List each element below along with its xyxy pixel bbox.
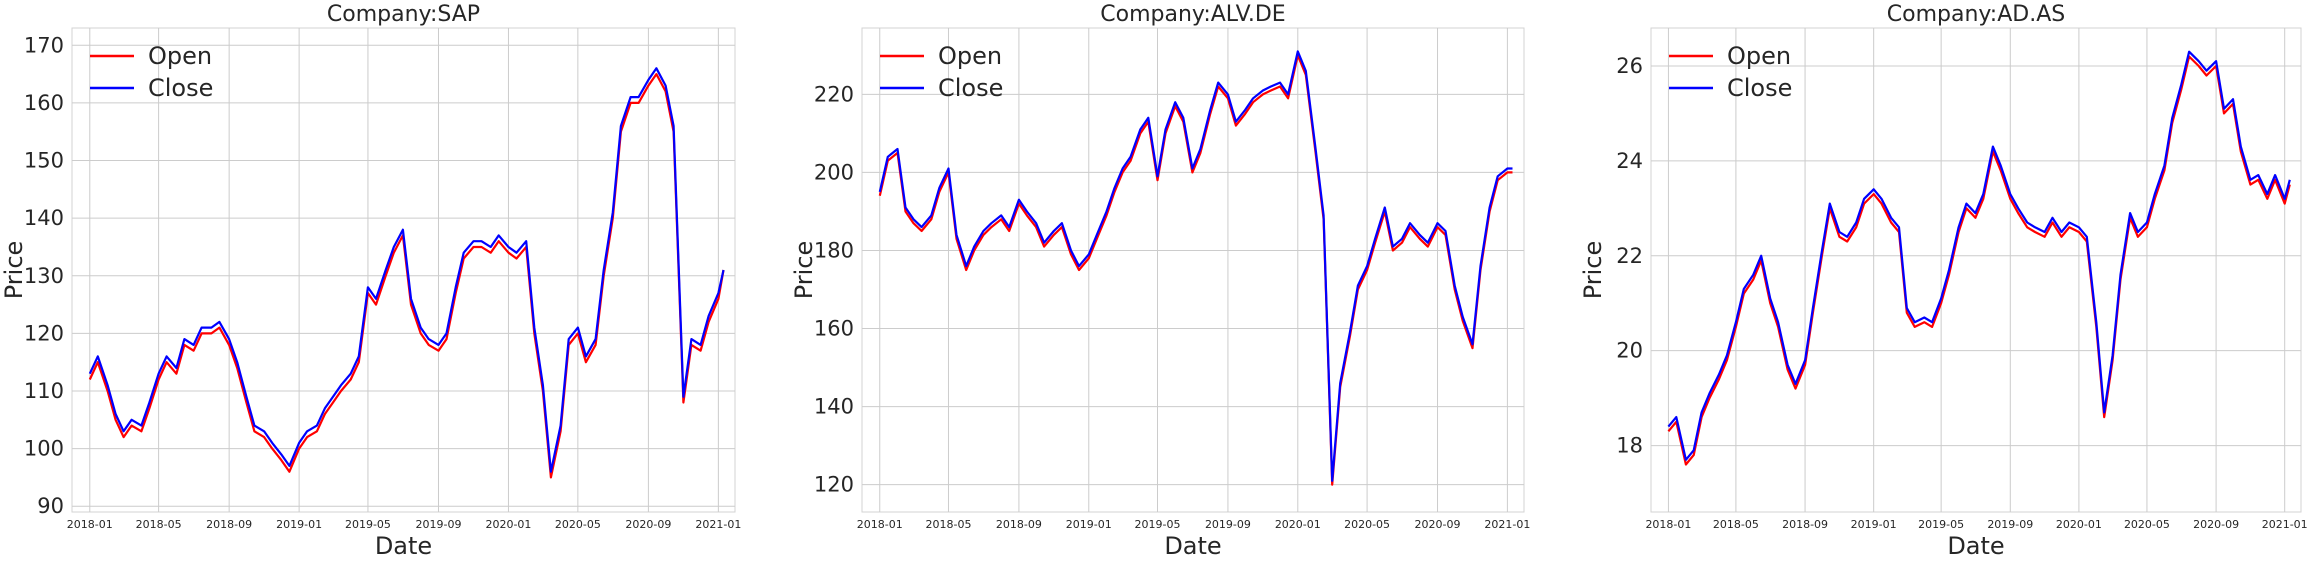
chart-panel-1: 90 100 110 120 130 140 150 160 170 2018-01 2018-05… <box>0 2 741 560</box>
legend-label-close: Close <box>938 74 1003 102</box>
chart-panel-3: 18 20 22 24 26 2018-01 2018-05 2018-09 2019-01 20… <box>1579 2 2308 560</box>
x-tick-label: 2019-05 <box>1918 518 1964 531</box>
x-tick-label: 2020-09 <box>2193 518 2239 531</box>
x-tick-label: 2020-09 <box>1415 518 1461 531</box>
y-tick-label: 110 <box>24 379 64 403</box>
x-tick-label: 2018-01 <box>857 518 903 531</box>
y-tick-label: 100 <box>24 437 64 461</box>
plot-area <box>861 27 1525 513</box>
x-tick-label: 2019-05 <box>1135 518 1181 531</box>
y-tick-label: 140 <box>814 395 854 419</box>
y-tick-label: 120 <box>814 473 854 497</box>
series-line-close <box>878 50 1513 482</box>
plot-area <box>1650 27 2302 513</box>
y-tick-label: 130 <box>24 264 64 288</box>
y-axis-label: Price <box>0 241 28 300</box>
x-tick-label: 2018-05 <box>1713 518 1759 531</box>
x-tick-label: 2020-05 <box>1344 518 1390 531</box>
x-axis-label: Date <box>1947 532 2004 560</box>
x-tick-label: 2020-01 <box>2056 518 2102 531</box>
y-axis-label: Price <box>790 241 818 300</box>
x-tick-label: 2020-09 <box>625 518 671 531</box>
legend-label-open: Open <box>1727 42 1791 70</box>
x-tick-label: 2019-09 <box>1205 518 1251 531</box>
chart-title: Company:ALV.DE <box>1100 2 1285 27</box>
chart-panel-2: 120 140 160 180 200 220 2018-01 2018-05 2018-09 2… <box>790 2 1530 560</box>
x-tick-label: 2019-09 <box>416 518 462 531</box>
x-tick-label: 2021-01 <box>1484 518 1530 531</box>
y-tick-label: 160 <box>814 317 854 341</box>
x-tick-label: 2018-05 <box>925 518 971 531</box>
y-tick-label: 22 <box>1616 244 1643 268</box>
x-tick-label: 2020-05 <box>2124 518 2170 531</box>
x-axis-label: Date <box>1164 532 1221 560</box>
y-tick-label: 90 <box>37 494 64 518</box>
plot-area <box>71 27 736 513</box>
legend-label-close: Close <box>148 74 213 102</box>
y-tick-label: 220 <box>814 82 854 106</box>
x-tick-label: 2020-01 <box>485 518 531 531</box>
x-tick-label: 2021-01 <box>2262 518 2308 531</box>
y-tick-label: 150 <box>24 149 64 173</box>
series-line-close <box>88 67 725 473</box>
y-tick-label: 160 <box>24 91 64 115</box>
x-tick-label: 2018-09 <box>1782 518 1828 531</box>
y-tick-label: 20 <box>1616 339 1643 363</box>
y-tick-label: 120 <box>24 321 64 345</box>
x-tick-label: 2018-01 <box>1645 518 1691 531</box>
legend-label-open: Open <box>148 42 212 70</box>
x-axis-label: Date <box>375 532 432 560</box>
x-tick-label: 2020-01 <box>1275 518 1321 531</box>
series-line-close <box>1667 50 2291 461</box>
x-tick-label: 2018-09 <box>996 518 1042 531</box>
x-tick-label: 2019-09 <box>1987 518 2033 531</box>
chart-title: Company:AD.AS <box>1887 2 2065 27</box>
x-tick-label: 2020-05 <box>555 518 601 531</box>
chart-title: Company:SAP <box>327 2 480 27</box>
y-tick-label: 24 <box>1616 149 1643 173</box>
y-tick-label: 18 <box>1616 434 1643 458</box>
x-tick-label: 2019-01 <box>276 518 322 531</box>
y-axis-label: Price <box>1579 241 1607 300</box>
x-tick-label: 2019-01 <box>1851 518 1897 531</box>
legend-label-open: Open <box>938 42 1002 70</box>
x-tick-label: 2019-01 <box>1066 518 1112 531</box>
x-tick-label: 2018-09 <box>206 518 252 531</box>
y-tick-label: 200 <box>814 160 854 184</box>
y-tick-label: 170 <box>24 33 64 57</box>
y-tick-label: 180 <box>814 238 854 262</box>
x-tick-label: 2018-01 <box>67 518 113 531</box>
x-tick-label: 2019-05 <box>345 518 391 531</box>
series-line-open <box>1667 55 2291 466</box>
x-tick-label: 2021-01 <box>695 518 741 531</box>
y-tick-label: 140 <box>24 206 64 230</box>
y-tick-label: 26 <box>1616 54 1643 78</box>
legend-label-close: Close <box>1727 74 1792 102</box>
x-tick-label: 2018-05 <box>136 518 182 531</box>
series-line-open <box>878 54 1513 486</box>
